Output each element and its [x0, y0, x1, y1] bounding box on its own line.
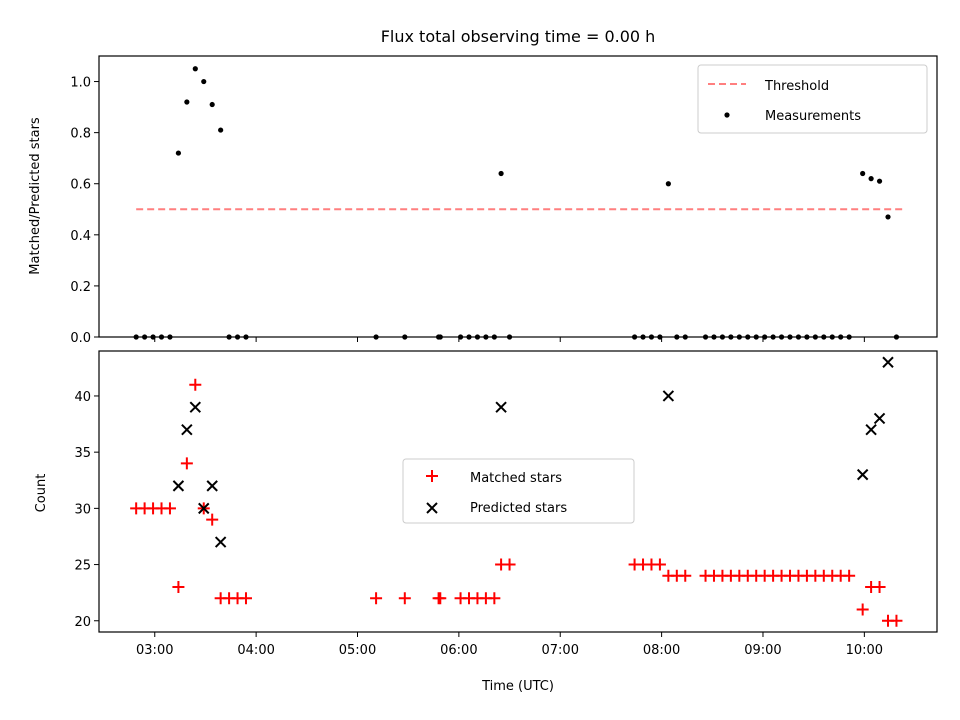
- measurement-point: [218, 127, 224, 133]
- measurement-point: [209, 101, 215, 108]
- legend-predicted-swatch: [426, 502, 438, 514]
- matched-star-point: [172, 581, 185, 594]
- matched-star-point: [370, 592, 383, 605]
- predicted-star-point: [856, 468, 869, 481]
- matched-star-point: [180, 457, 193, 470]
- matched-star-point: [189, 378, 202, 391]
- measurement-point: [192, 66, 198, 72]
- ratio-y-axis-label: Matched/Predicted stars: [28, 117, 43, 275]
- legend-measurements-swatch: [724, 112, 730, 118]
- matched-star-point: [488, 592, 501, 605]
- measurement-point: [175, 150, 182, 156]
- matched-star-point: [679, 569, 692, 582]
- matched-star-point: [873, 581, 886, 594]
- predicted-star-point: [882, 356, 894, 368]
- count-x-tick-label: 07:00: [542, 643, 579, 658]
- measurement-point: [665, 181, 671, 187]
- ratio-y-tick-label: 0.0: [70, 331, 91, 346]
- count-points: [130, 356, 903, 627]
- matched-star-point: [434, 592, 447, 605]
- count-y-axis-label: Count: [34, 474, 49, 513]
- count-x-tick-label: 05:00: [339, 643, 376, 658]
- x-axis-label: Time (UTC): [481, 679, 554, 694]
- count-x-tick-label: 04:00: [237, 643, 274, 658]
- count-legend-box: [402, 458, 635, 524]
- count-x-tick-label: 03:00: [136, 643, 173, 658]
- predicted-star-point: [662, 390, 675, 402]
- matched-star-point: [503, 558, 516, 571]
- measurement-point: [868, 176, 874, 182]
- legend-matched-label: Matched stars: [470, 471, 562, 486]
- count-axis-ticks: 20 25 30 35 40 03:00 04:00 05:00 06:00 07:00 08:00…: [74, 390, 883, 658]
- measurement-point: [201, 78, 207, 85]
- predicted-star-point: [214, 536, 227, 548]
- legend-matched-swatch: [426, 470, 438, 482]
- count-x-tick-label: 06:00: [440, 643, 477, 658]
- count-plot-frame: [98, 350, 938, 633]
- matched-star-point: [890, 614, 903, 627]
- measurement-point: [184, 99, 190, 105]
- count-x-tick-label: 08:00: [643, 643, 680, 658]
- count-x-tick-label: 09:00: [744, 643, 781, 658]
- ratio-panel: Matched/Predicted stars 0.0 0.2 0.4 0.6 0.8 1…: [28, 55, 938, 346]
- measurement-point: [498, 170, 504, 177]
- matched-star-point: [206, 513, 219, 526]
- ratio-y-tick-label: 0.2: [70, 280, 91, 295]
- matched-star-point: [163, 502, 176, 515]
- ratio-legend: Threshold Measurements: [697, 64, 928, 134]
- matched-star-point: [856, 603, 869, 616]
- ratio-y-tick-label: 1.0: [70, 76, 91, 91]
- predicted-star-point: [206, 480, 218, 492]
- predicted-star-point: [181, 423, 193, 436]
- ratio-y-tick-label: 0.6: [70, 178, 91, 193]
- ratio-y-tick-label: 0.8: [70, 127, 91, 142]
- ratio-y-tick-label: 0.4: [70, 229, 91, 244]
- ratio-legend-box: [697, 64, 928, 134]
- matched-star-point: [398, 592, 411, 605]
- ratio-plot-frame: [98, 55, 938, 338]
- count-y-tick-label: 30: [74, 502, 91, 517]
- legend-predicted-label: Predicted stars: [470, 501, 567, 516]
- predicted-star-point: [198, 502, 210, 515]
- count-y-tick-label: 25: [74, 559, 91, 574]
- chart-title: Flux total observing time = 0.00 h: [381, 27, 656, 46]
- count-y-tick-label: 20: [74, 615, 91, 630]
- matched-star-point: [653, 558, 666, 571]
- predicted-star-point: [189, 401, 202, 413]
- predicted-star-point: [873, 412, 886, 425]
- predicted-star-point: [865, 423, 877, 436]
- count-y-tick-label: 35: [74, 446, 91, 461]
- measurement-point: [876, 178, 883, 184]
- count-y-tick-label: 40: [74, 390, 91, 405]
- legend-measurements-label: Measurements: [765, 109, 861, 124]
- ratio-axis-ticks: 0.0 0.2 0.4 0.6 0.8 1.0: [70, 76, 865, 346]
- matched-star-point: [843, 569, 856, 582]
- measurement-point: [860, 170, 866, 177]
- measurement-point: [885, 214, 891, 220]
- count-x-tick-label: 10:00: [846, 643, 883, 658]
- count-panel: Count Time (UTC) 20 25 30 35 40 03:00 04:00 05:…: [34, 350, 938, 694]
- predicted-star-point: [172, 480, 185, 492]
- count-legend: Matched stars Predicted stars: [402, 458, 635, 524]
- legend-threshold-label: Threshold: [764, 79, 829, 94]
- predicted-star-point: [495, 401, 507, 413]
- matched-star-point: [239, 592, 252, 605]
